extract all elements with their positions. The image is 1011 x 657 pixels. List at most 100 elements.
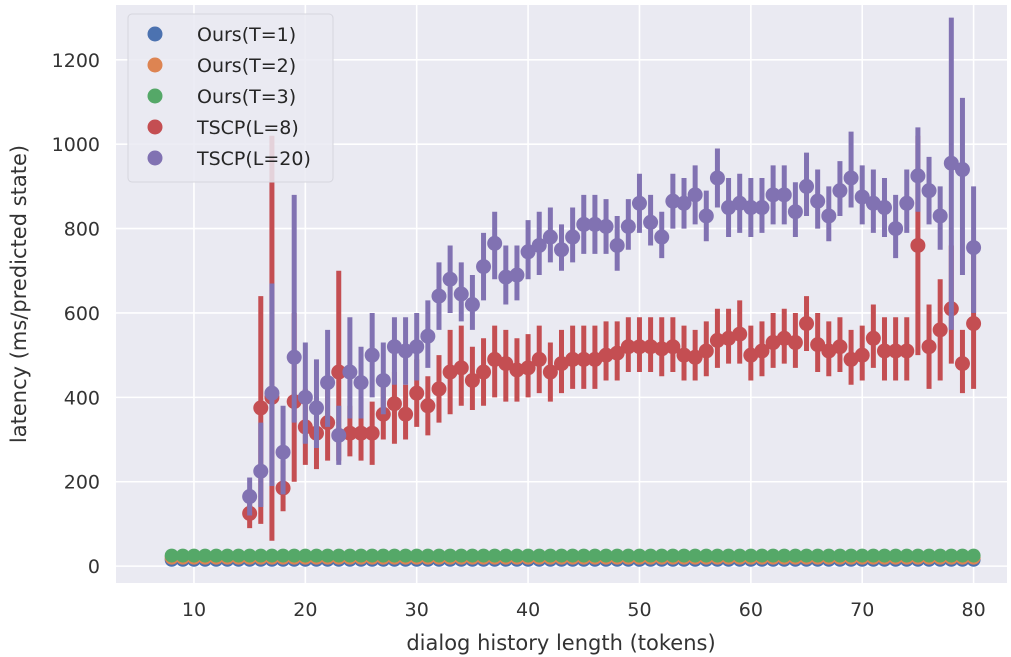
x-tick-label: 80 [961, 599, 985, 621]
data-point [431, 381, 447, 397]
legend-marker [147, 88, 163, 104]
data-point [754, 200, 770, 216]
data-point [866, 548, 881, 563]
data-point [442, 271, 458, 287]
series-layer [164, 17, 982, 567]
y-axis-label: latency (ms/predicted state) [7, 145, 31, 443]
data-point [242, 548, 257, 563]
data-point [542, 229, 558, 245]
data-point [398, 406, 414, 422]
data-point [787, 335, 803, 351]
data-point [921, 183, 937, 199]
data-point [732, 548, 747, 563]
data-point [253, 463, 269, 479]
data-point [431, 288, 447, 304]
data-point [676, 347, 692, 363]
data-point [854, 347, 870, 363]
data-point [754, 343, 770, 359]
data-point [698, 343, 714, 359]
data-point [787, 204, 803, 220]
x-tick-label: 30 [405, 599, 429, 621]
data-point [688, 548, 703, 563]
data-point [498, 269, 514, 285]
data-point [643, 548, 658, 563]
x-tick-label: 70 [850, 599, 874, 621]
data-point [910, 237, 926, 253]
data-point [933, 548, 948, 563]
data-point [476, 548, 491, 563]
data-point [843, 170, 859, 186]
legend-marker [147, 119, 163, 135]
data-point [877, 548, 892, 563]
data-point [286, 349, 302, 365]
data-point [966, 240, 982, 256]
data-point [298, 548, 313, 563]
data-point [899, 195, 915, 211]
data-point [709, 170, 725, 186]
data-point [709, 332, 725, 348]
data-point [186, 548, 201, 563]
data-point [799, 548, 814, 563]
data-point [309, 548, 324, 563]
data-point [464, 297, 480, 313]
data-point [832, 339, 848, 355]
data-point [353, 425, 369, 441]
data-point [888, 548, 903, 563]
data-point [910, 168, 926, 184]
data-point [476, 364, 492, 380]
data-point [565, 351, 581, 367]
data-point [264, 385, 280, 401]
data-point [375, 372, 391, 388]
data-point [599, 548, 614, 563]
data-point [242, 489, 258, 505]
data-point [654, 229, 670, 245]
legend-marker [147, 26, 163, 42]
data-point [420, 398, 436, 414]
series-TSCP(L=20) [242, 17, 982, 516]
data-point [932, 208, 948, 224]
y-tick-label: 600 [64, 303, 100, 325]
data-point [944, 548, 959, 563]
data-point [810, 193, 826, 209]
y-tick-label: 1000 [52, 134, 100, 156]
data-point [342, 548, 357, 563]
data-point [966, 316, 982, 332]
data-point [521, 548, 536, 563]
data-point [420, 548, 435, 563]
data-point [353, 375, 369, 391]
data-point [766, 548, 781, 563]
data-point [855, 548, 870, 563]
data-point [643, 339, 659, 355]
data-point [932, 322, 948, 338]
data-point [821, 208, 837, 224]
y-tick-label: 400 [64, 387, 100, 409]
data-point [376, 548, 391, 563]
data-point [175, 548, 190, 563]
legend-marker [147, 57, 163, 73]
data-point [509, 267, 525, 283]
data-point [297, 389, 313, 405]
data-point [409, 548, 424, 563]
data-point [364, 425, 380, 441]
data-point [543, 548, 558, 563]
data-point [943, 155, 959, 171]
legend-box [127, 13, 334, 183]
data-point [609, 345, 625, 361]
data-point [253, 548, 268, 563]
data-point [810, 548, 825, 563]
data-point [287, 548, 302, 563]
x-tick-label: 20 [293, 599, 317, 621]
data-point [320, 548, 335, 563]
data-point [576, 351, 592, 367]
data-point [876, 343, 892, 359]
data-point [687, 349, 703, 365]
data-point [531, 237, 547, 253]
data-point [554, 242, 569, 258]
data-point [810, 337, 826, 353]
data-point [821, 548, 836, 563]
data-point [509, 362, 525, 378]
legend-label: TSCP(L=20) [196, 148, 311, 170]
data-point [710, 548, 725, 563]
data-point [631, 195, 647, 211]
data-point [844, 548, 859, 563]
